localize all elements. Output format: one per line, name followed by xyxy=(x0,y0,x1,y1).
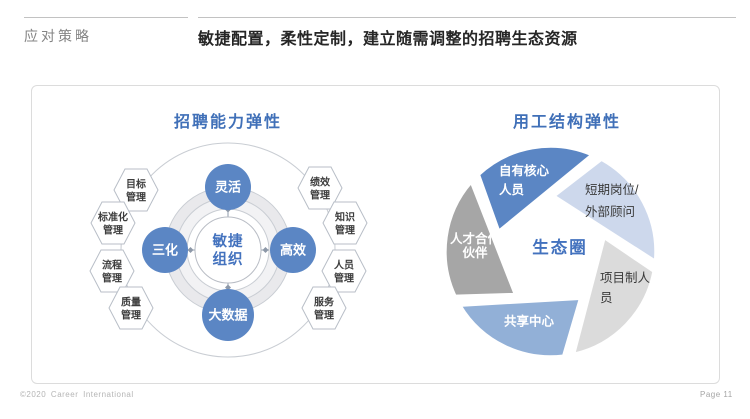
segment-project-staff-label: 项目制人 xyxy=(600,271,651,285)
segment-core-staff xyxy=(477,145,593,232)
hexagon-service-label2: 管理 xyxy=(314,309,334,322)
segment-short-term-label: 短期岗位/ xyxy=(585,182,639,197)
hexagon-service-label: 服务 xyxy=(314,296,335,309)
hexagon-quality-label: 质量 xyxy=(121,296,141,309)
hexagon-performance-label2: 管理 xyxy=(310,189,330,202)
header-rule-main xyxy=(198,17,736,18)
hexagon-goal-label2: 管理 xyxy=(126,191,146,204)
segment-talent-partner-label2: 伙伴 xyxy=(462,245,488,260)
hexagon-goal-label: 目标 xyxy=(126,178,146,191)
segment-talent-partner-label: 人才合作 xyxy=(450,231,501,246)
hexagon-process-label2: 管理 xyxy=(102,272,122,285)
section-label: 应对策略 xyxy=(24,28,92,44)
hexagon-performance-label: 绩效 xyxy=(310,176,331,189)
segment-project-staff xyxy=(572,236,655,356)
segment-core-staff-label2: 人员 xyxy=(499,182,525,197)
center-label-line1: 敏捷 xyxy=(212,232,244,250)
hexagon-standardization-label: 标准化 xyxy=(97,211,128,224)
ecosystem-center-label: 生态圈 xyxy=(532,237,588,257)
workforce-structure-diagram: 自有核心 人员 短期岗位/ 外部顾问 项目制人 员 共享中心 人才合作 伙伴 生… xyxy=(444,145,657,358)
hexagon-standardization xyxy=(90,201,136,245)
hexagon-quality xyxy=(108,286,154,330)
footer-copyright: ©2020 Career International xyxy=(20,390,134,399)
blue-node-bottom-label: 大数据 xyxy=(208,308,247,323)
hexagon-knowledge xyxy=(322,201,368,245)
connectors xyxy=(187,206,269,291)
segment-short-term-label2: 外部顾问 xyxy=(585,204,635,219)
hexagon-knowledge-label2: 管理 xyxy=(335,224,355,237)
segment-project-staff-label2: 员 xyxy=(600,291,613,305)
hexagon-process xyxy=(89,249,135,293)
segment-short-term xyxy=(553,158,657,262)
blue-node-left-label: 三化 xyxy=(152,243,178,258)
segment-talent-partner xyxy=(444,181,517,298)
segment-shared-center-label: 共享中心 xyxy=(504,314,555,329)
segment-shared-center xyxy=(459,297,582,358)
hexagon-personnel-label2: 管理 xyxy=(334,272,354,285)
pinwheel-blades xyxy=(444,145,657,358)
hexagon-service xyxy=(301,286,347,330)
segment-core-staff-label: 自有核心 xyxy=(499,163,550,178)
blue-node-bottom xyxy=(202,289,254,341)
blue-node-right-label: 高效 xyxy=(280,243,307,258)
slide-title: 敏捷配置，柔性定制，建立随需调整的招聘生态资源 xyxy=(198,31,578,48)
header-rule-left xyxy=(24,17,188,18)
capability-nodes: 灵活 三化 高效 大数据 xyxy=(142,164,316,341)
hexagon-personnel-label: 人员 xyxy=(334,259,354,272)
footer-page-number: Page 11 xyxy=(700,390,733,399)
hexagon-chain: 目标 管理 标准化 管理 流程 管理 质量 管理 绩效 管理 知识 管理 xyxy=(89,166,368,330)
blue-node-right xyxy=(270,227,316,273)
recruiting-capability-diagram: 目标 管理 标准化 管理 流程 管理 质量 管理 绩效 管理 知识 管理 xyxy=(89,142,368,358)
hexagon-knowledge-label: 知识 xyxy=(334,211,355,224)
blue-node-top xyxy=(205,164,251,210)
hexagon-performance xyxy=(297,166,343,210)
blue-node-left xyxy=(142,227,188,273)
hexagon-standardization-label2: 管理 xyxy=(103,224,123,237)
center-label-line2: 组织 xyxy=(213,250,244,268)
left-diagram-title: 招聘能力弹性 xyxy=(173,114,282,131)
blue-node-top-label: 灵活 xyxy=(215,180,241,195)
right-diagram-title: 用工结构弹性 xyxy=(512,114,621,131)
hexagon-process-label: 流程 xyxy=(102,259,122,272)
hexagon-quality-label2: 管理 xyxy=(121,309,141,322)
center-circle xyxy=(194,216,262,284)
